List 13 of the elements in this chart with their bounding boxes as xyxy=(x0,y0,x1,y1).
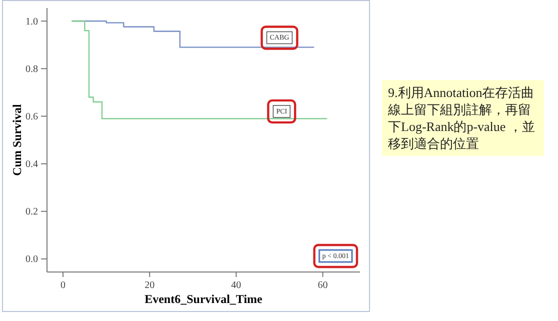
y-tick-label: 0.6 xyxy=(26,111,38,122)
y-tick-label: 0.2 xyxy=(26,206,38,218)
y-tick-label: 1.0 xyxy=(26,16,38,28)
y-tick-label: 0.4 xyxy=(26,158,38,170)
x-tick-label: 20 xyxy=(144,280,155,292)
y-axis-title: Cum Survival xyxy=(10,104,24,176)
x-tick-label: 60 xyxy=(318,280,328,292)
x-axis-title: Event6_Survival_Time xyxy=(144,292,264,306)
x-tick-label: 40 xyxy=(231,280,242,292)
y-tick-label: 0.8 xyxy=(26,64,38,75)
x-tick-label: 0 xyxy=(60,280,66,292)
y-tick-label: 0.0 xyxy=(26,254,38,266)
text: 9.利用Annotation在存活曲線上留下組別註解，再留下Log-Rank的p-value ，並移到適合的位置 xyxy=(388,84,536,152)
